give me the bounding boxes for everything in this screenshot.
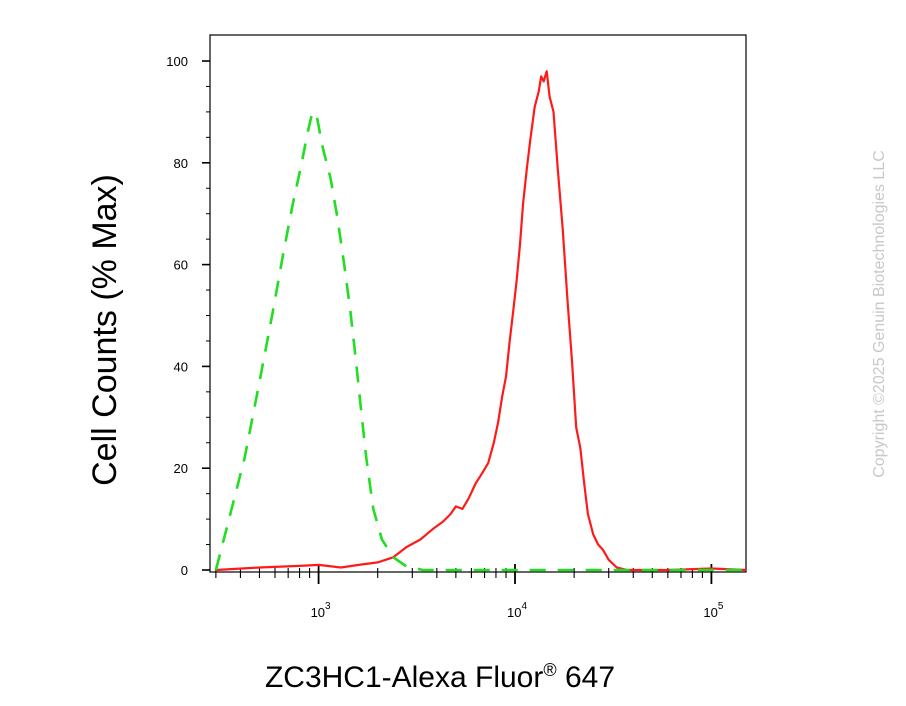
x-axis-tick-labels: 103 104 105	[311, 601, 724, 620]
y-tick-label: 40	[174, 359, 188, 374]
series-line-control	[214, 110, 746, 572]
x-axis-label-suffix: 647	[557, 661, 615, 694]
x-axis-label-main: ZC3HC1-Alexa Fluor	[265, 661, 543, 694]
x-axis-label-registered: ®	[543, 660, 556, 680]
y-axis-ticks	[202, 60, 210, 571]
x-tick-label: 105	[703, 601, 723, 620]
plot-frame	[209, 34, 747, 573]
x-tick-label-base: 10	[507, 605, 521, 620]
x-tick-label: 104	[507, 601, 527, 620]
x-axis-label: ZC3HC1-Alexa Fluor® 647	[265, 660, 615, 694]
series-line-stained	[215, 70, 747, 572]
y-tick-label: 60	[174, 258, 188, 273]
y-axis-label: Cell Counts (% Max)	[86, 174, 124, 486]
y-tick-label: 80	[174, 156, 188, 171]
x-tick-label: 103	[311, 601, 331, 620]
x-axis-ticks	[215, 564, 713, 584]
y-tick-label: 0	[181, 563, 188, 578]
x-tick-label-exponent: 5	[718, 601, 724, 612]
x-tick-label-exponent: 3	[325, 601, 331, 612]
x-tick-label-base: 10	[311, 605, 325, 620]
y-tick-label: 20	[174, 461, 188, 476]
x-tick-label-exponent: 4	[521, 601, 527, 612]
copyright-watermark: Copyright ©2025 Genuin Biotechnologies L…	[871, 150, 888, 478]
x-tick-label-base: 10	[703, 605, 717, 620]
y-axis-tick-labels: 0 20 40 60 80 100	[166, 54, 188, 578]
series-layer	[214, 70, 747, 572]
y-tick-label: 100	[166, 54, 188, 69]
